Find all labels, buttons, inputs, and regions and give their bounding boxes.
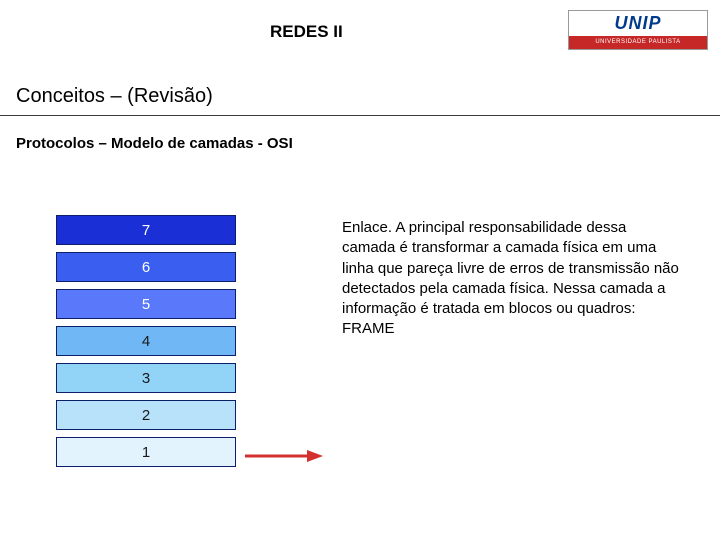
logo-top: UNIP [569,11,707,36]
osi-layer-3: 3 [56,363,236,393]
divider [0,115,720,116]
section-heading: Protocolos – Modelo de camadas - OSI [16,135,293,152]
logo-bottom: UNIVERSIDADE PAULISTA [569,36,707,49]
subtitle: Conceitos – (Revisão) [16,85,213,108]
logo-text: UNIP [614,13,661,34]
osi-layer-4: 4 [56,326,236,356]
osi-layer-5: 5 [56,289,236,319]
header: REDES II UNIP UNIVERSIDADE PAULISTA [0,0,720,50]
logo-subtext: UNIVERSIDADE PAULISTA [595,39,680,45]
osi-layers: 7 6 5 4 3 2 1 [56,215,236,467]
osi-layer-1: 1 [56,437,236,467]
osi-layer-6: 6 [56,252,236,282]
page-title: REDES II [270,22,343,42]
unip-logo: UNIP UNIVERSIDADE PAULISTA [568,10,708,50]
arrow-icon [245,448,323,464]
osi-layer-7: 7 [56,215,236,245]
layer-description: Enlace. A principal responsabilidade des… [342,218,682,340]
osi-layer-2: 2 [56,400,236,430]
